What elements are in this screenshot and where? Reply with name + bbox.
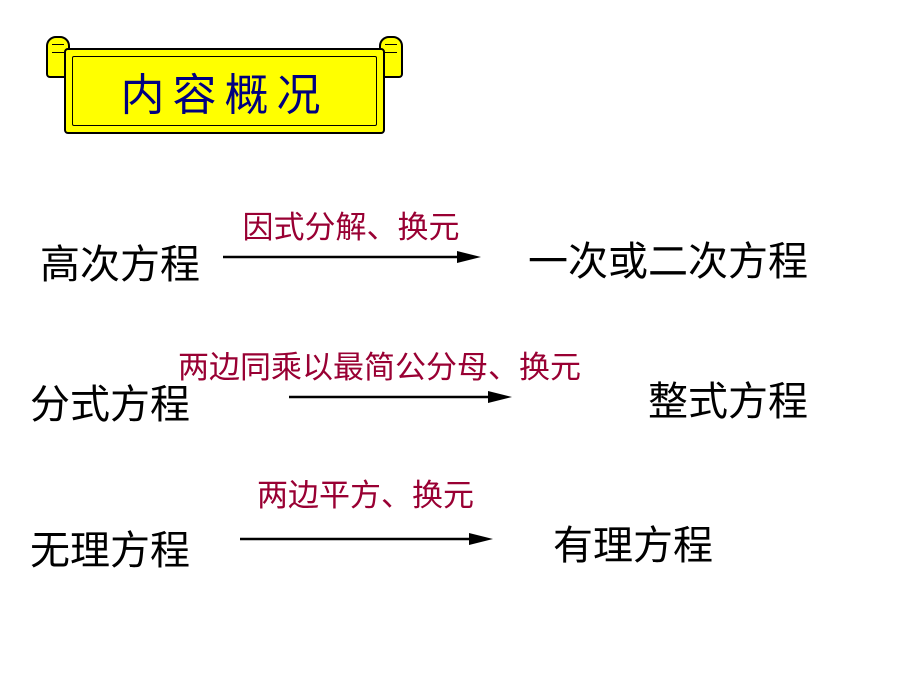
row3-arrow-group: 两边平方、换元 bbox=[238, 470, 493, 547]
row2-target: 整式方程 bbox=[648, 369, 808, 427]
arrow-icon bbox=[221, 249, 481, 265]
row3-target: 有理方程 bbox=[553, 513, 713, 571]
row3-method-label: 两边平方、换元 bbox=[257, 470, 474, 515]
banner-title: 内容概况 bbox=[121, 59, 329, 123]
row1-method-label: 因式分解、换元 bbox=[243, 202, 460, 247]
row1-arrow-group: 因式分解、换元 bbox=[221, 202, 481, 265]
row2-method-label: 两边同乘以最简公分母、换元 bbox=[178, 342, 581, 387]
arrow-icon bbox=[238, 531, 493, 547]
row1-target: 一次或二次方程 bbox=[528, 229, 808, 287]
row2-arrow-group: 两边同乘以最简公分母、换元 bbox=[178, 342, 581, 405]
row2-source: 分式方程 bbox=[30, 372, 190, 430]
arrow-icon bbox=[287, 389, 512, 405]
row1-source: 高次方程 bbox=[40, 232, 200, 290]
title-banner: 内容概况 bbox=[52, 32, 397, 134]
row3-source: 无理方程 bbox=[30, 518, 190, 576]
banner-body: 内容概况 bbox=[64, 48, 385, 134]
